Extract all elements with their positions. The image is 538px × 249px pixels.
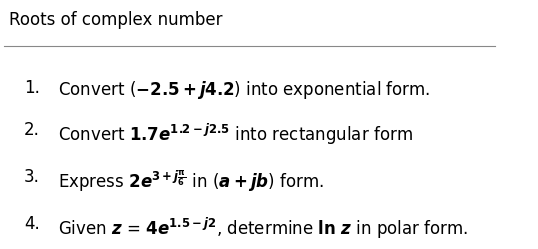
Text: 4.: 4. <box>24 215 39 233</box>
Text: Roots of complex number: Roots of complex number <box>9 11 223 29</box>
Text: 1.: 1. <box>24 79 40 97</box>
Text: Given $\boldsymbol{z}$ = $\mathbf{4}$$\boldsymbol{e}$$^{\mathbf{1.5-}\boldsymbol: Given $\boldsymbol{z}$ = $\mathbf{4}$$\b… <box>58 215 469 241</box>
Text: Convert $\mathbf{1.7}$$\boldsymbol{e}$$^{\mathbf{1.2-}\boldsymbol{j}\mathbf{2.5}: Convert $\mathbf{1.7}$$\boldsymbol{e}$$^… <box>58 122 413 147</box>
Text: 3.: 3. <box>24 168 40 187</box>
Text: 2.: 2. <box>24 122 40 139</box>
Text: Convert ($\mathbf{-2.5 + }$$\boldsymbol{j}$$\mathbf{4.2}$) into exponential form: Convert ($\mathbf{-2.5 + }$$\boldsymbol{… <box>58 79 430 101</box>
Text: Express $\mathbf{2}$$\boldsymbol{e}$$^{\mathbf{3+}\boldsymbol{j}\mathbf{\frac{\p: Express $\mathbf{2}$$\boldsymbol{e}$$^{\… <box>58 168 324 194</box>
